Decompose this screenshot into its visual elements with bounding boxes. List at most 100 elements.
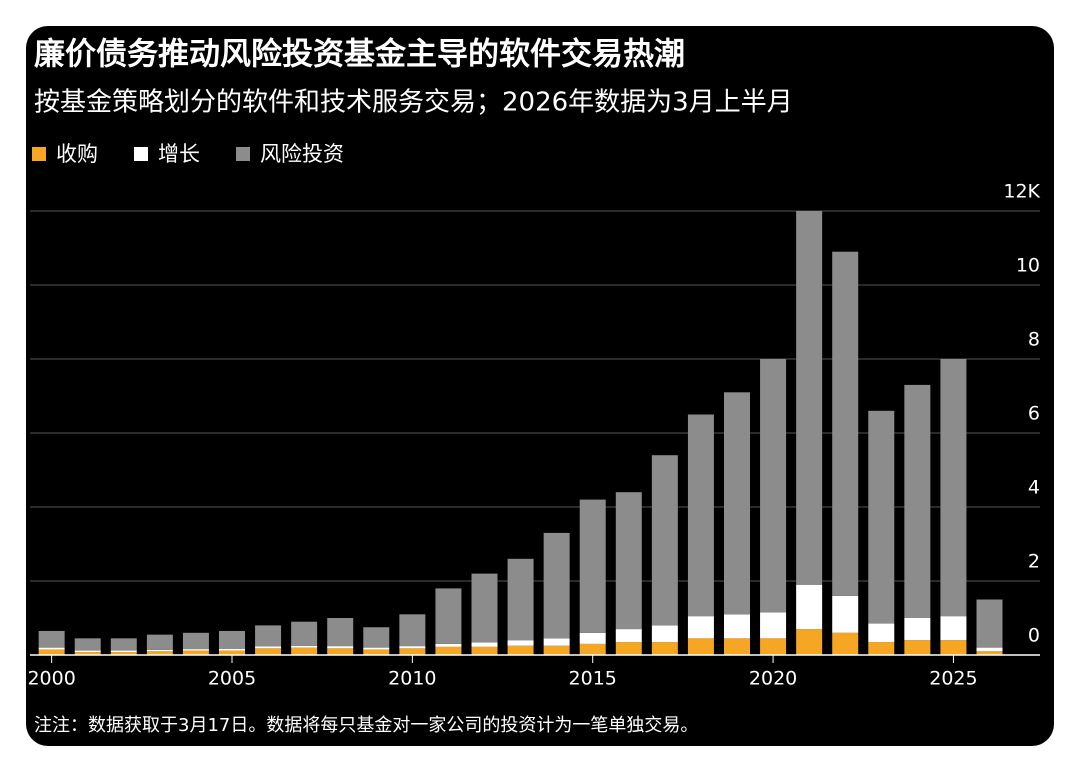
bar-segment — [904, 384, 931, 618]
bar-segment — [38, 647, 65, 650]
bar-segment — [146, 634, 173, 650]
bar-segment — [291, 647, 318, 655]
bar-segment — [435, 646, 462, 655]
bar-segment — [471, 573, 498, 643]
bar-segment — [327, 618, 354, 647]
bar-segment — [507, 558, 534, 641]
bar-segment — [868, 642, 895, 655]
bar-segment — [327, 648, 354, 655]
bar-segment — [651, 455, 678, 626]
bar-segment — [471, 646, 498, 655]
bar-segment — [219, 650, 245, 655]
bar-segment — [651, 625, 678, 643]
bar-segment — [471, 642, 498, 647]
bar-segment — [579, 632, 606, 644]
bar-segment — [940, 640, 967, 655]
bar-segment — [399, 648, 426, 655]
y-tick-label: 8 — [1028, 329, 1040, 351]
bar-segment — [615, 629, 642, 643]
y-tick-label: 0 — [1028, 625, 1040, 647]
bar-segment — [796, 584, 823, 630]
bar-segment — [868, 410, 895, 624]
bar-segment — [760, 612, 787, 639]
legend-swatch — [134, 147, 148, 161]
bar-segment — [976, 647, 1003, 652]
bar-segment — [724, 392, 750, 615]
bar-segment — [904, 618, 931, 641]
bar-segment — [435, 643, 462, 647]
chart-title: 廉价债务推动风险投资基金主导的软件交易热潮 — [34, 37, 685, 73]
bar-segment — [146, 649, 173, 652]
bar-segment — [940, 359, 967, 617]
bar-segment — [110, 650, 137, 653]
bar-segment — [110, 652, 137, 655]
bar-segment — [543, 532, 570, 639]
bar-segment — [651, 642, 678, 655]
bar-segment — [74, 650, 101, 653]
chart-note: 注注：数据获取于3月17日。数据将每只基金对一家公司的投资计为一笔单独交易。 — [34, 715, 698, 736]
y-tick-label: 4 — [1028, 477, 1040, 499]
bar-segment — [182, 632, 209, 650]
bar-segment — [832, 595, 859, 633]
bar-segment — [291, 645, 318, 648]
bar-segment — [687, 414, 714, 617]
bar-segment — [615, 492, 642, 630]
bar-segment — [940, 616, 967, 641]
bar-segment — [687, 638, 714, 655]
bar-segment — [724, 614, 750, 639]
y-tick-label: 6 — [1028, 403, 1040, 425]
bar-segment — [110, 638, 137, 651]
bar-segment — [507, 640, 534, 646]
x-tick-label: 2005 — [208, 668, 256, 690]
bar-segment — [146, 651, 173, 655]
bar-segment — [796, 629, 823, 655]
bar-segment — [976, 599, 1003, 648]
bar-segment — [255, 646, 282, 649]
bar-segment — [363, 649, 390, 655]
bar-segment — [507, 645, 534, 655]
bar-segment — [74, 652, 101, 655]
card — [26, 26, 1054, 746]
x-tick-label: 2020 — [749, 668, 797, 690]
bar-segment — [38, 630, 65, 648]
bar-segment — [219, 648, 245, 651]
bar-segment — [904, 640, 931, 655]
bar-segment — [760, 638, 787, 655]
bar-segment — [579, 643, 606, 655]
x-tick-label: 2010 — [388, 668, 436, 690]
bar-segment — [615, 642, 642, 655]
bar-segment — [255, 625, 282, 647]
chart-subtitle: 按基金策略划分的软件和技术服务交易；2026年数据为3月上半月 — [34, 88, 793, 118]
bar-segment — [832, 251, 859, 596]
bar-segment — [435, 588, 462, 644]
bar-segment — [255, 648, 282, 655]
legend-label: 风险投资 — [260, 142, 344, 166]
bar-segment — [687, 616, 714, 639]
x-tick-label: 2000 — [27, 668, 75, 690]
bar-segment — [74, 638, 101, 651]
bar-segment — [543, 638, 570, 646]
bar-segment — [291, 621, 318, 646]
legend-label: 增长 — [158, 142, 200, 166]
bar-segment — [182, 649, 209, 651]
bar-segment — [796, 211, 823, 585]
x-tick-label: 2015 — [569, 668, 617, 690]
bar-segment — [760, 359, 787, 613]
legend-label: 收购 — [56, 142, 98, 166]
bar-segment — [38, 649, 65, 655]
y-tick-label: 10 — [1016, 255, 1040, 277]
bar-segment — [543, 645, 570, 655]
x-tick-label: 2025 — [929, 668, 977, 690]
y-tick-label: 2 — [1028, 551, 1040, 573]
bar-segment — [399, 646, 426, 649]
bar-segment — [327, 646, 354, 649]
legend-swatch — [236, 147, 250, 161]
bar-segment — [363, 627, 390, 648]
bar-segment — [219, 630, 245, 649]
bar-segment — [724, 638, 750, 655]
bar-segment — [182, 650, 209, 655]
legend-swatch — [32, 147, 46, 161]
bar-segment — [868, 623, 895, 643]
